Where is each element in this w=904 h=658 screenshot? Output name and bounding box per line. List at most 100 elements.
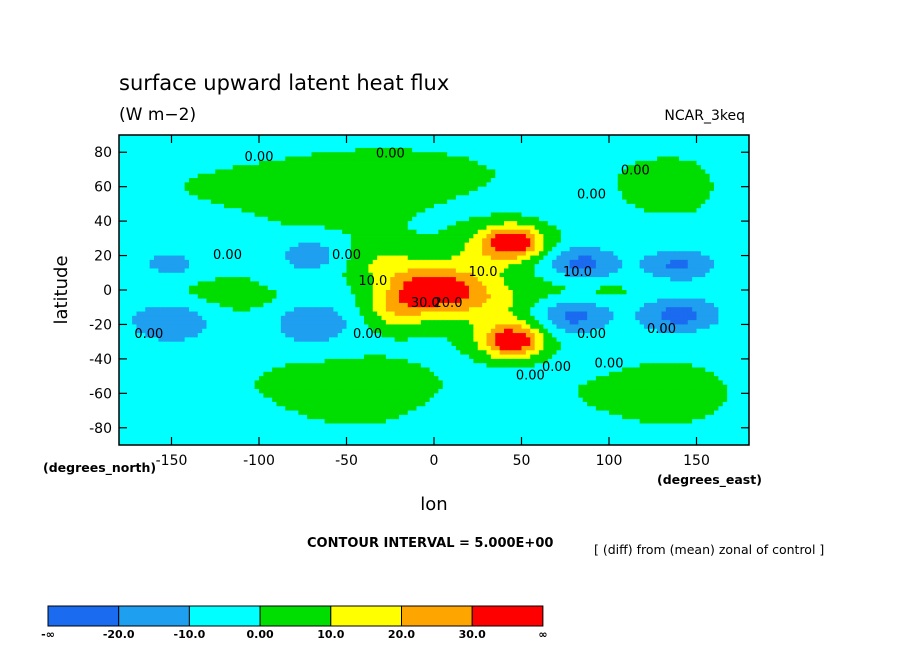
field-cell: [539, 255, 544, 261]
field-cell: [539, 264, 544, 270]
field-cell: [119, 229, 124, 235]
field-cell: [416, 229, 422, 235]
field-cell: [241, 259, 247, 265]
field-cell: [324, 259, 330, 265]
field-cell: [145, 199, 151, 205]
field-cell: [657, 160, 663, 166]
field-cell: [630, 264, 636, 270]
field-cell: [280, 277, 286, 282]
field-cell: [285, 173, 291, 179]
field-cell: [700, 190, 706, 196]
field-cell: [587, 264, 593, 270]
field-cell: [346, 165, 352, 171]
field-cell: [394, 182, 400, 188]
field-cell: [364, 238, 369, 244]
field-cell: [486, 152, 492, 158]
field-cell: [556, 143, 562, 149]
field-cell: [215, 186, 221, 192]
field-cell: [657, 199, 663, 205]
field-cell: [167, 178, 173, 183]
field-cell: [429, 216, 435, 222]
field-cell: [473, 255, 479, 261]
field-cell: [245, 251, 251, 257]
field-cell: [425, 221, 431, 227]
field-cell: [473, 221, 479, 227]
field-cell: [210, 225, 216, 231]
field-cell: [477, 156, 483, 162]
field-cell: [119, 216, 124, 222]
field-cell: [595, 160, 601, 166]
field-cell: [657, 169, 663, 175]
field-cell: [508, 259, 514, 265]
field-cell: [683, 186, 689, 192]
field-cell: [709, 246, 715, 252]
field-cell: [617, 212, 623, 218]
field-cell: [429, 186, 435, 192]
field-cell: [613, 160, 619, 166]
field-cell: [512, 251, 518, 257]
field-cell: [377, 195, 383, 201]
field-cell: [438, 229, 444, 235]
field-cell: [390, 173, 396, 179]
field-cell: [403, 255, 409, 261]
field-cell: [438, 182, 444, 188]
field-cell: [329, 251, 334, 257]
field-cell: [604, 147, 610, 153]
field-cell: [259, 135, 264, 140]
field-cell: [482, 281, 488, 287]
field-cell: [337, 216, 343, 222]
field-cell: [206, 143, 212, 149]
field-cell: [490, 147, 496, 153]
field-cell: [372, 246, 378, 252]
field-cell: [294, 255, 299, 261]
field-cell: [477, 186, 483, 192]
field-cell: [447, 182, 453, 188]
field-cell: [219, 212, 225, 218]
field-cell: [302, 238, 308, 244]
field-cell: [368, 147, 374, 153]
field-cell: [158, 190, 164, 196]
field-cell: [175, 195, 181, 201]
field-cell: [285, 182, 291, 188]
field-cell: [232, 246, 238, 252]
field-cell: [307, 186, 313, 192]
field-cell: [600, 182, 606, 188]
field-cell: [744, 165, 749, 171]
field-cell: [140, 199, 146, 205]
field-cell: [385, 152, 391, 158]
field-cell: [241, 229, 247, 235]
field-cell: [469, 216, 474, 222]
field-cell: [399, 268, 404, 274]
field-cell: [429, 169, 435, 175]
field-cell: [136, 229, 142, 235]
field-cell: [530, 259, 536, 265]
field-cell: [464, 160, 470, 166]
field-cell: [460, 225, 466, 231]
field-cell: [311, 225, 317, 231]
field-cell: [609, 147, 614, 153]
field-cell: [136, 199, 142, 205]
field-cell: [123, 186, 129, 192]
field-cell: [311, 277, 317, 282]
field-cell: [425, 160, 431, 166]
field-cell: [517, 156, 523, 162]
field-cell: [180, 190, 186, 196]
field-cell: [364, 178, 369, 183]
field-cell: [648, 255, 654, 261]
field-cell: [657, 178, 663, 183]
field-cell: [460, 208, 466, 214]
field-cell: [683, 195, 689, 201]
field-cell: [224, 143, 229, 149]
field-cell: [490, 139, 496, 145]
field-cell: [582, 190, 588, 196]
field-cell: [582, 208, 588, 214]
field-cell: [154, 169, 159, 175]
field-cell: [254, 173, 260, 179]
field-cell: [267, 264, 273, 270]
field-cell: [473, 264, 479, 270]
field-cell: [329, 225, 334, 231]
field-cell: [298, 259, 304, 265]
field-cell: [539, 143, 544, 149]
field-cell: [644, 178, 649, 183]
field-cell: [552, 152, 558, 158]
